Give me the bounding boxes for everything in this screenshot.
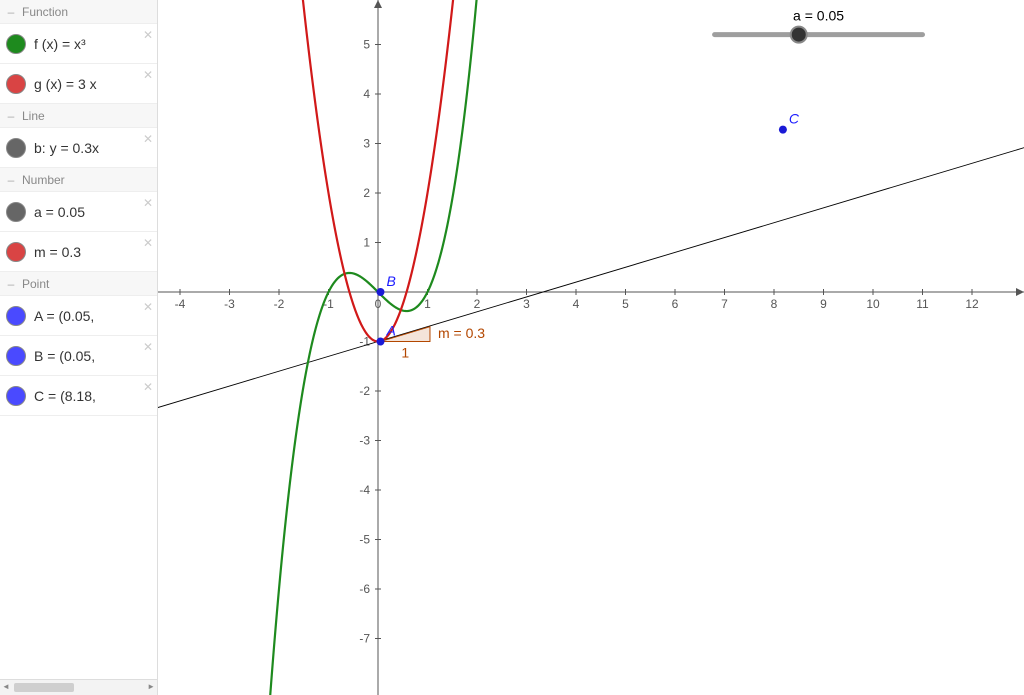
close-icon[interactable]: ✕ bbox=[143, 196, 153, 210]
y-tick-label: -7 bbox=[359, 632, 370, 646]
collapse-icon: – bbox=[6, 279, 16, 289]
close-icon[interactable]: ✕ bbox=[143, 236, 153, 250]
collapse-icon: – bbox=[6, 175, 16, 185]
sidebar-item[interactable]: B = (0.05,✕ bbox=[0, 336, 157, 376]
sidebar-item[interactable]: f (x) = x³✕ bbox=[0, 24, 157, 64]
visibility-swatch[interactable] bbox=[6, 386, 26, 406]
object-label: b: y = 0.3x bbox=[34, 140, 151, 156]
object-label: g (x) = 3 x bbox=[34, 76, 151, 92]
x-tick-label: -2 bbox=[274, 297, 285, 311]
x-tick-label: 6 bbox=[672, 297, 679, 311]
object-label: C = (8.18, bbox=[34, 388, 151, 404]
object-label: B = (0.05, bbox=[34, 348, 151, 364]
x-tick-label: 12 bbox=[965, 297, 979, 311]
close-icon[interactable]: ✕ bbox=[143, 68, 153, 82]
x-tick-label: 9 bbox=[820, 297, 827, 311]
sidebar-group-header[interactable]: –Line bbox=[0, 104, 157, 128]
x-tick-label: 2 bbox=[474, 297, 481, 311]
algebra-sidebar: –Functionf (x) = x³✕g (x) = 3 x✕–Lineb: … bbox=[0, 0, 158, 695]
point-B[interactable] bbox=[376, 288, 384, 296]
x-tick-label: 0 bbox=[375, 297, 382, 311]
x-tick-label: 11 bbox=[916, 297, 929, 311]
close-icon[interactable]: ✕ bbox=[143, 28, 153, 42]
group-title: Line bbox=[22, 109, 45, 123]
visibility-swatch[interactable] bbox=[6, 242, 26, 262]
sidebar-item[interactable]: C = (8.18,✕ bbox=[0, 376, 157, 416]
y-tick-label: 6 bbox=[363, 0, 370, 2]
group-title: Point bbox=[22, 277, 49, 291]
y-tick-label: -6 bbox=[359, 582, 370, 596]
point-label-A: A bbox=[385, 323, 395, 339]
close-icon[interactable]: ✕ bbox=[143, 300, 153, 314]
collapse-icon: – bbox=[6, 7, 16, 17]
group-title: Number bbox=[22, 173, 65, 187]
sidebar-item[interactable]: A = (0.05,✕ bbox=[0, 296, 157, 336]
close-icon[interactable]: ✕ bbox=[143, 380, 153, 394]
y-tick-label: -3 bbox=[359, 434, 370, 448]
x-tick-label: 3 bbox=[523, 297, 530, 311]
sidebar-group-header[interactable]: –Number bbox=[0, 168, 157, 192]
visibility-swatch[interactable] bbox=[6, 306, 26, 326]
close-icon[interactable]: ✕ bbox=[143, 132, 153, 146]
sidebar-hscroll[interactable] bbox=[0, 679, 157, 695]
object-label: a = 0.05 bbox=[34, 204, 151, 220]
y-tick-label: 1 bbox=[363, 236, 370, 250]
x-tick-label: 7 bbox=[721, 297, 728, 311]
y-tick-label: 2 bbox=[363, 186, 370, 200]
sidebar-item[interactable]: g (x) = 3 x✕ bbox=[0, 64, 157, 104]
x-tick-label: 4 bbox=[573, 297, 580, 311]
y-tick-label: 5 bbox=[363, 38, 370, 52]
y-axis-arrow bbox=[374, 0, 382, 8]
y-tick-label: 3 bbox=[363, 137, 370, 151]
x-axis-arrow bbox=[1016, 288, 1024, 296]
y-tick-label: -4 bbox=[359, 483, 370, 497]
slider-thumb[interactable] bbox=[791, 27, 807, 43]
sidebar-item[interactable]: m = 0.3✕ bbox=[0, 232, 157, 272]
visibility-swatch[interactable] bbox=[6, 346, 26, 366]
sidebar-group-header[interactable]: –Point bbox=[0, 272, 157, 296]
object-label: m = 0.3 bbox=[34, 244, 151, 260]
x-tick-label: -4 bbox=[175, 297, 186, 311]
object-label: f (x) = x³ bbox=[34, 36, 151, 52]
x-tick-label: 8 bbox=[771, 297, 778, 311]
y-tick-label: -5 bbox=[359, 533, 370, 547]
visibility-swatch[interactable] bbox=[6, 202, 26, 222]
object-label: A = (0.05, bbox=[34, 308, 151, 324]
x-tick-label: 5 bbox=[622, 297, 629, 311]
point-A[interactable] bbox=[376, 338, 384, 346]
visibility-swatch[interactable] bbox=[6, 74, 26, 94]
graphics-view[interactable]: -4-3-2-10123456789101112-7-6-5-4-3-2-112… bbox=[158, 0, 1024, 695]
sidebar-item[interactable]: b: y = 0.3x✕ bbox=[0, 128, 157, 168]
collapse-icon: – bbox=[6, 111, 16, 121]
y-tick-label: 4 bbox=[363, 87, 370, 101]
point-C[interactable] bbox=[779, 126, 787, 134]
slope-run-label: 1 bbox=[401, 345, 409, 361]
x-tick-label: -3 bbox=[224, 297, 235, 311]
point-label-C: C bbox=[789, 111, 800, 127]
line-b[interactable] bbox=[158, 134, 1024, 416]
sidebar-group-header[interactable]: –Function bbox=[0, 0, 157, 24]
x-tick-label: 10 bbox=[866, 297, 880, 311]
sidebar-item[interactable]: a = 0.05✕ bbox=[0, 192, 157, 232]
close-icon[interactable]: ✕ bbox=[143, 340, 153, 354]
y-tick-label: -2 bbox=[359, 384, 370, 398]
group-title: Function bbox=[22, 5, 68, 19]
visibility-swatch[interactable] bbox=[6, 34, 26, 54]
x-tick-label: 1 bbox=[424, 297, 431, 311]
point-label-B: B bbox=[386, 273, 395, 289]
slope-label: m = 0.3 bbox=[438, 325, 485, 341]
visibility-swatch[interactable] bbox=[6, 138, 26, 158]
slider-label: a = 0.05 bbox=[793, 8, 844, 24]
